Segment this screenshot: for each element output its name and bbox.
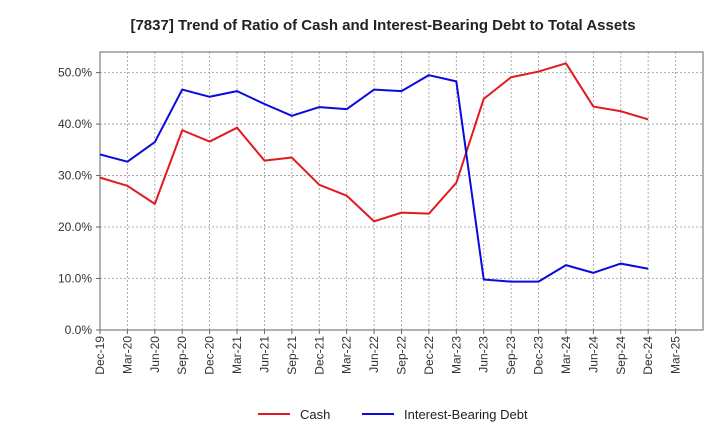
x-tick-label: Dec-20 — [203, 336, 217, 375]
series-line-interest-bearing-debt — [99, 74, 649, 283]
series-lines — [99, 62, 649, 283]
x-tick-label: Mar-22 — [340, 336, 354, 374]
x-tick-label: Sep-20 — [175, 336, 189, 375]
x-tick-label: Jun-22 — [367, 336, 381, 373]
x-tick-label: Jun-24 — [586, 336, 600, 373]
y-tick-label: 0.0% — [65, 323, 93, 337]
x-tick-label: Dec-19 — [93, 336, 107, 375]
x-tick-label: Jun-20 — [148, 336, 162, 373]
x-tick-label: Dec-21 — [312, 336, 326, 375]
y-tick-label: 40.0% — [58, 117, 92, 131]
y-tick-label: 30.0% — [58, 169, 92, 183]
y-tick-label: 10.0% — [58, 272, 92, 286]
x-tick-label: Mar-25 — [669, 336, 683, 374]
legend-debt-label: Interest-Bearing Debt — [404, 407, 528, 422]
x-tick-label: Sep-21 — [285, 336, 299, 375]
x-tick-label: Dec-24 — [641, 336, 655, 375]
legend: Cash Interest-Bearing Debt — [258, 407, 528, 422]
x-tick-label: Jun-21 — [257, 336, 271, 373]
legend-cash-label: Cash — [300, 407, 330, 422]
x-tick-label: Mar-24 — [559, 336, 573, 374]
chart-title: [7837] Trend of Ratio of Cash and Intere… — [130, 17, 635, 34]
x-tick-label: Sep-24 — [614, 336, 628, 375]
x-tick-label: Sep-23 — [504, 336, 518, 375]
y-tick-label: 50.0% — [58, 66, 92, 80]
x-tick-label: Sep-22 — [395, 336, 409, 375]
plot-grid — [100, 52, 703, 330]
y-tick-label: 20.0% — [58, 220, 92, 234]
x-tick-label: Mar-23 — [449, 336, 463, 374]
x-tick-label: Dec-22 — [422, 336, 436, 375]
x-tick-label: Jun-23 — [477, 336, 491, 373]
x-axis: Dec-19 Mar-20 Jun-20 Sep-20 Dec-20 Mar-21 Jun-… — [93, 330, 683, 375]
x-tick-label: Dec-23 — [532, 336, 546, 375]
y-axis: 0.0% 10.0% 20.0% 30.0% 40.0% 50.0% — [58, 66, 100, 337]
x-tick-label: Mar-20 — [120, 336, 134, 374]
x-tick-label: Mar-21 — [230, 336, 244, 374]
